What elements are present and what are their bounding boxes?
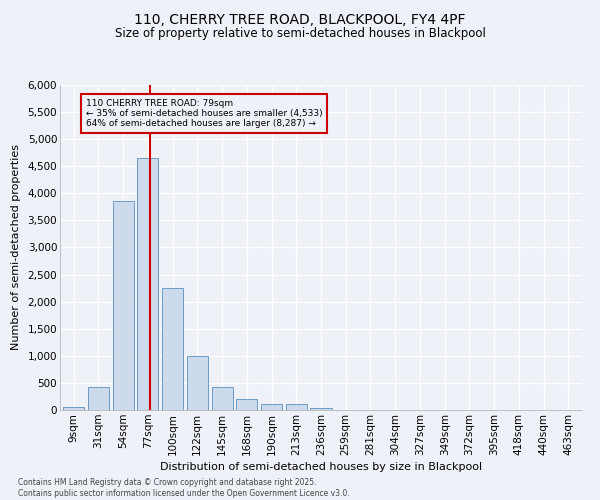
Bar — [162, 288, 183, 410]
Bar — [286, 404, 307, 410]
Bar — [187, 356, 208, 410]
X-axis label: Distribution of semi-detached houses by size in Blackpool: Distribution of semi-detached houses by … — [160, 462, 482, 472]
Bar — [63, 408, 84, 410]
Text: Size of property relative to semi-detached houses in Blackpool: Size of property relative to semi-detach… — [115, 28, 485, 40]
Bar — [236, 399, 257, 410]
Text: 110 CHERRY TREE ROAD: 79sqm
← 35% of semi-detached houses are smaller (4,533)
64: 110 CHERRY TREE ROAD: 79sqm ← 35% of sem… — [86, 98, 323, 128]
Text: 110, CHERRY TREE ROAD, BLACKPOOL, FY4 4PF: 110, CHERRY TREE ROAD, BLACKPOOL, FY4 4P… — [134, 12, 466, 26]
Bar — [88, 386, 109, 410]
Bar — [261, 404, 282, 410]
Bar — [310, 408, 332, 410]
Text: Contains HM Land Registry data © Crown copyright and database right 2025.
Contai: Contains HM Land Registry data © Crown c… — [18, 478, 350, 498]
Bar — [113, 202, 134, 410]
Y-axis label: Number of semi-detached properties: Number of semi-detached properties — [11, 144, 20, 350]
Bar — [137, 158, 158, 410]
Bar — [212, 387, 233, 410]
